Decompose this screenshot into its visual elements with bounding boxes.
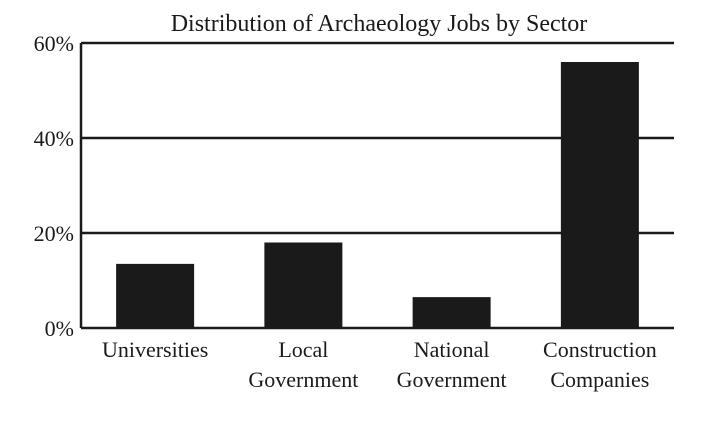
bar (264, 242, 343, 328)
y-tick-labels: 0% 20% 40% 60% (34, 31, 74, 341)
category-label: Construction (543, 337, 657, 362)
category-labels: Universities Local Government National Gover… (102, 337, 657, 392)
chart-title: Distribution of Archaeology Jobs by Sect… (171, 11, 588, 37)
y-tick-label: 60% (34, 31, 74, 56)
y-tick-label: 40% (34, 126, 74, 151)
category-label: Government (397, 367, 507, 392)
y-tick-label: 20% (34, 221, 74, 246)
category-label: Government (248, 367, 358, 392)
bars (116, 62, 639, 328)
y-tick-label: 0% (45, 316, 74, 341)
category-label: Companies (550, 367, 649, 392)
category-label: National (414, 337, 490, 362)
bar (560, 62, 639, 328)
axes (79, 43, 674, 330)
bar (412, 297, 491, 328)
category-label: Universities (102, 337, 208, 362)
bar (116, 263, 195, 328)
category-label: Local (278, 337, 328, 362)
